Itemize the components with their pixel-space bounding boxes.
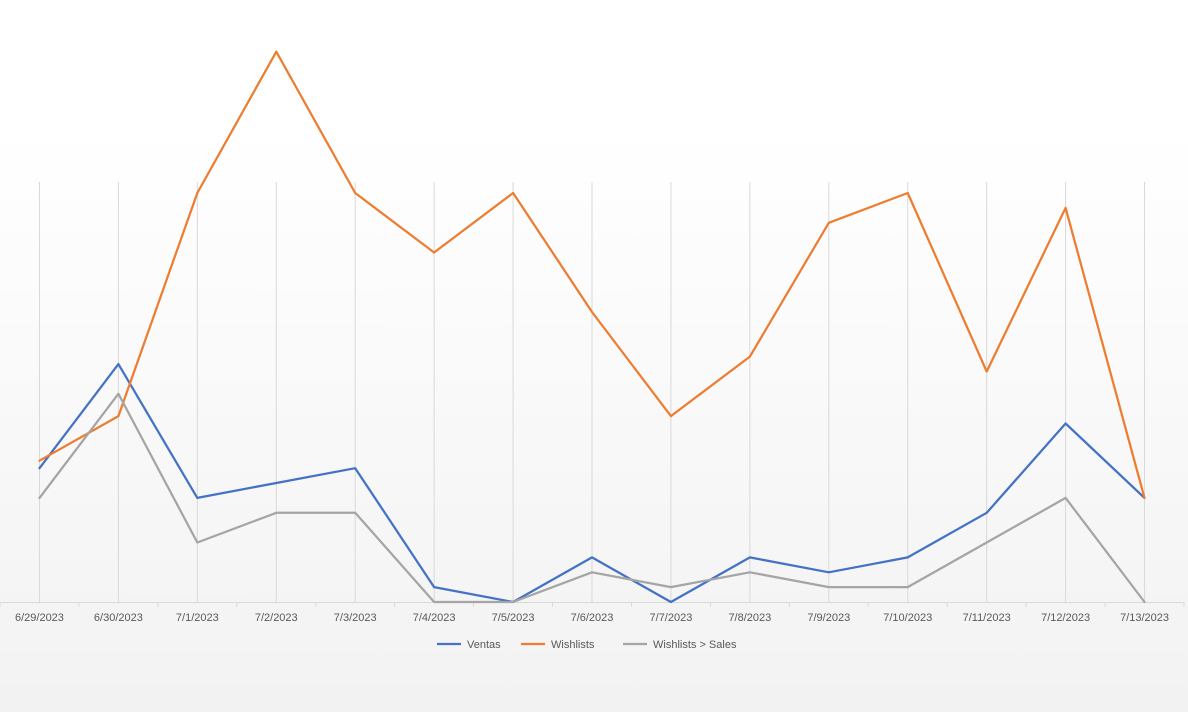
x-tick-label: 7/4/2023	[413, 612, 456, 624]
series-line-2	[38, 392, 1146, 604]
x-tick-label: 7/11/2023	[963, 612, 1011, 624]
x-tick-label: 7/5/2023	[492, 612, 535, 624]
x-tick-label: 7/9/2023	[807, 612, 850, 624]
x-tick-label: 7/12/2023	[1041, 612, 1090, 624]
legend-item-1: Wishlists	[521, 639, 595, 651]
x-tick-label: 7/6/2023	[571, 612, 614, 624]
x-tick-label: 7/7/2023	[650, 612, 693, 624]
x-axis: 6/29/2023 6/30/2023 7/1/2023 7/2/2023 7/3/20…	[0, 602, 1185, 624]
x-tick-label: 7/10/2023	[883, 612, 932, 624]
series-line-1	[38, 50, 1146, 500]
x-tick-label: 7/1/2023	[176, 612, 219, 624]
legend-label: Ventas	[467, 639, 501, 651]
legend: Ventas Wishlists Wishlists > Sales	[437, 639, 737, 651]
x-tick-label: 6/29/2023	[15, 612, 64, 624]
legend-label: Wishlists	[551, 639, 595, 651]
legend-item-2: Wishlists > Sales	[623, 639, 737, 651]
series-line-0	[38, 362, 1146, 604]
series-lines	[38, 50, 1146, 604]
x-tick-label: 6/30/2023	[94, 612, 143, 624]
x-tick-label: 7/8/2023	[728, 612, 771, 624]
x-tick-label: 7/3/2023	[334, 612, 377, 624]
legend-label: Wishlists > Sales	[653, 639, 737, 651]
x-tick-label: 7/13/2023	[1120, 612, 1169, 624]
x-tick-label: 7/2/2023	[255, 612, 298, 624]
legend-item-0: Ventas	[437, 639, 501, 651]
